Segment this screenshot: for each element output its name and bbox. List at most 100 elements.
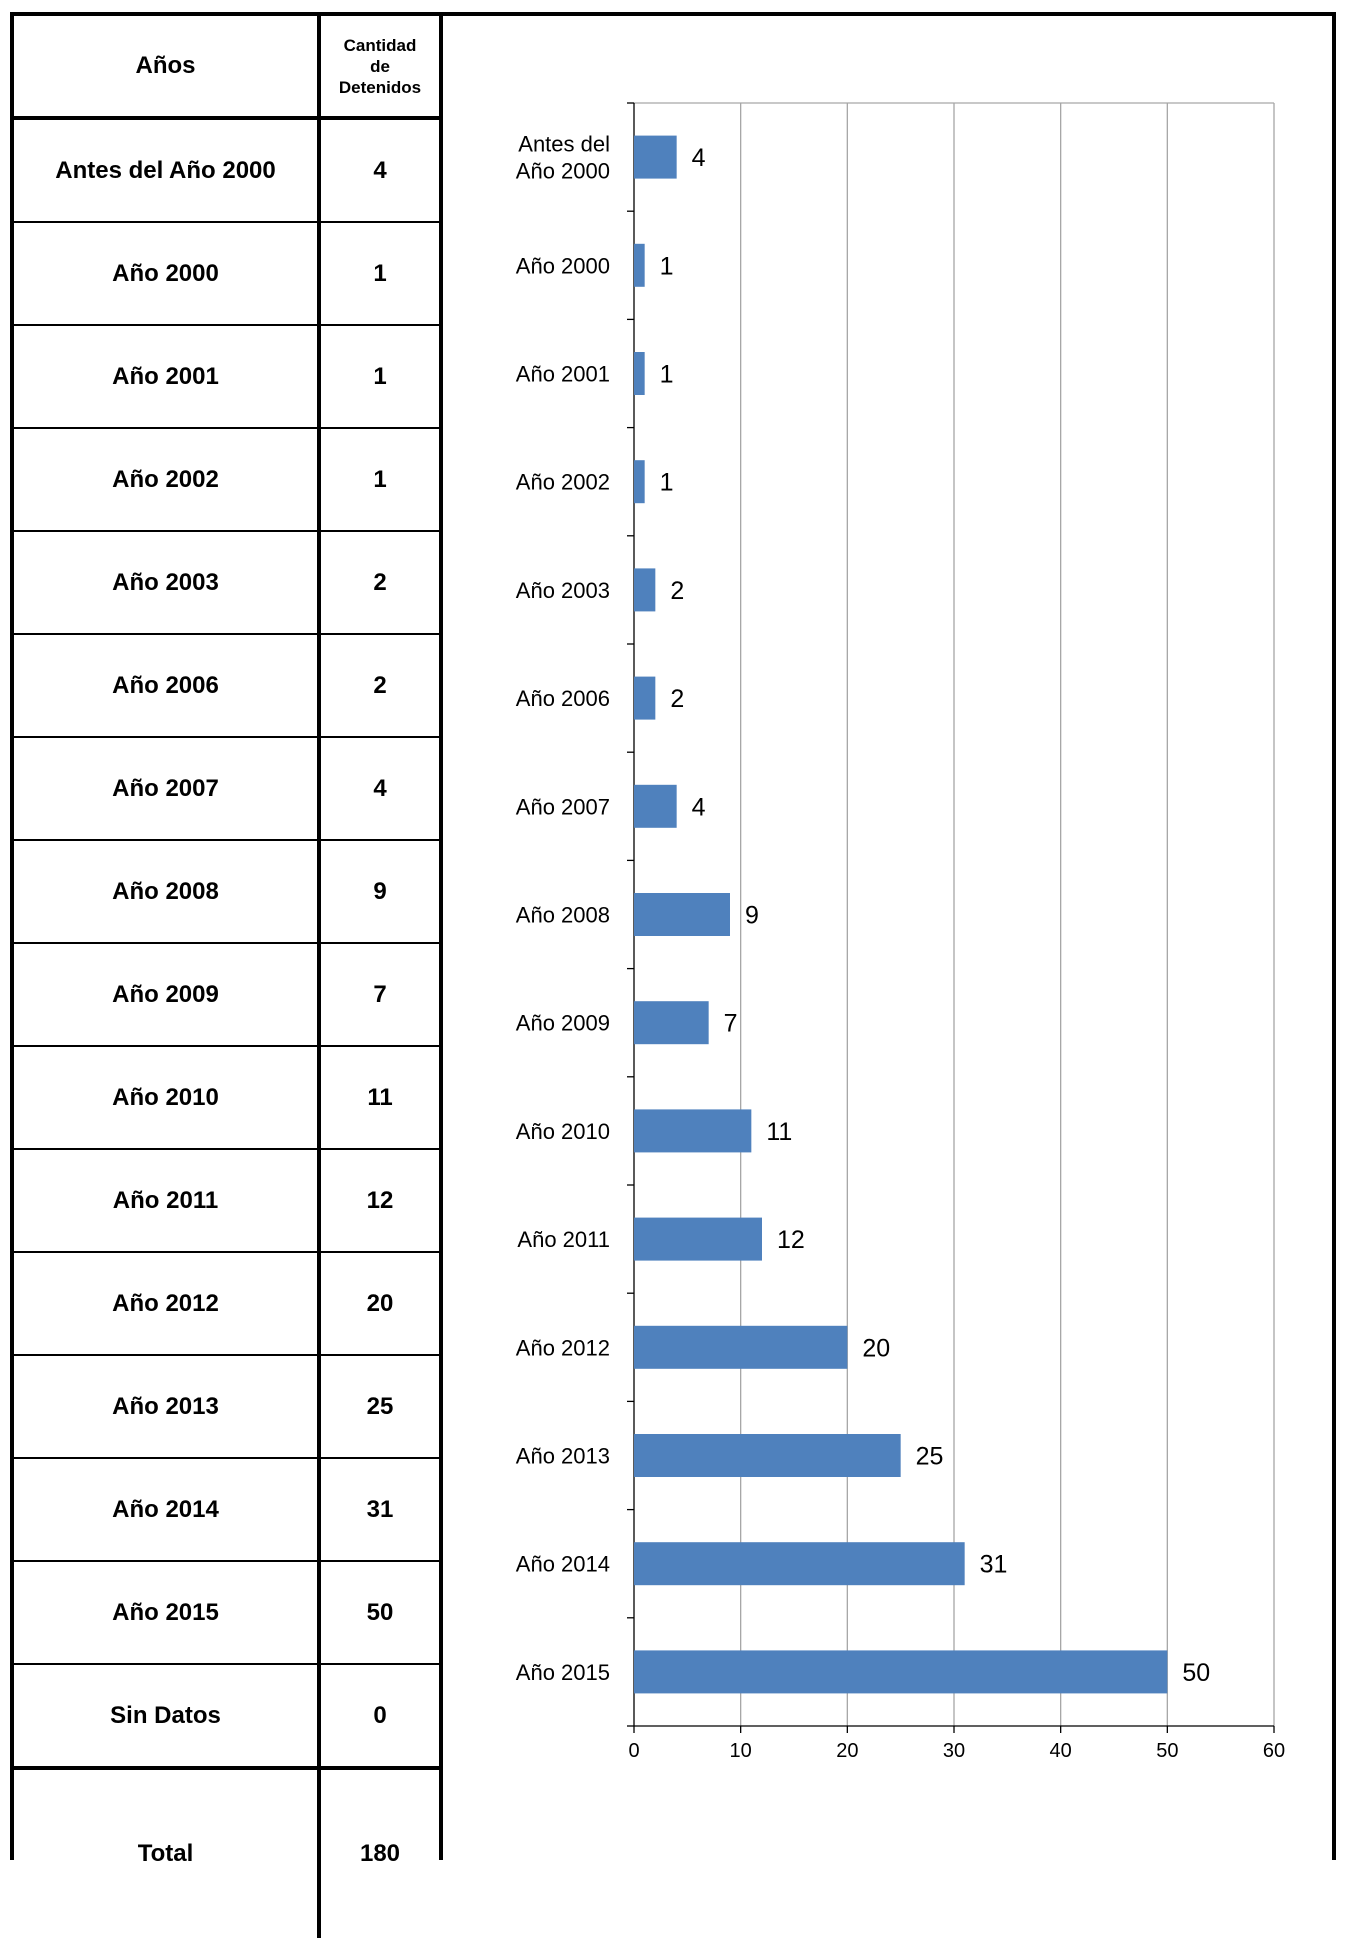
count-cell: 9 [319,840,439,944]
bar [634,1325,848,1369]
year-cell: Año 2000 [14,222,321,326]
table-header-row: Años Cantidad de Detenidos [14,16,439,120]
year-cell: Antes del Año 2000 [14,118,321,223]
year-cell: Año 2007 [14,737,321,841]
category-label: Año 2002 [516,470,610,495]
bar [634,1434,901,1477]
count-cell: 7 [319,943,439,1047]
category-label: Año 2000 [516,253,610,278]
count-cell: 20 [319,1252,439,1356]
table-row: Año 2006 2 [14,634,439,738]
detainees-table-panel: Años Cantidad de Detenidos Antes del Año… [10,12,443,1938]
category-label: Año 2007 [516,794,610,819]
header-years: Años [14,16,321,120]
year-cell: Año 2009 [14,943,321,1047]
bar [634,1650,1168,1694]
bar [634,676,656,720]
x-tick-label: 30 [943,1740,965,1762]
table-row: Año 2010 11 [14,1046,439,1150]
data-label: 25 [916,1443,944,1471]
total-value: 180 [319,1766,439,1938]
table-row: Antes del Año 2000 4 [14,118,439,223]
category-label: Año 2008 [516,903,610,928]
year-cell: Sin Datos [14,1664,321,1769]
bar [634,568,656,612]
year-cell: Año 2013 [14,1355,321,1459]
table-row: Año 2008 9 [14,840,439,944]
table-row: Sin Datos 0 [14,1664,439,1769]
data-label: 4 [692,144,706,172]
category-label: Año 2012 [516,1335,610,1360]
bar [634,135,677,179]
count-cell: 31 [319,1458,439,1562]
category-label: Año 2001 [516,362,610,387]
table-row: Año 2000 1 [14,222,439,326]
count-cell: 12 [319,1149,439,1253]
table-row: Año 2007 4 [14,737,439,841]
page-frame: Años Cantidad de Detenidos Antes del Año… [10,12,1336,1938]
x-tick-label: 0 [628,1740,639,1762]
data-label: 1 [660,469,674,497]
bar [634,893,730,936]
table-row: Año 2009 7 [14,943,439,1047]
data-label: 2 [670,577,684,605]
total-label: Total [14,1766,321,1938]
year-cell: Año 2008 [14,840,321,944]
data-label: 1 [660,361,674,389]
x-tick-label: 10 [730,1740,752,1762]
data-label: 50 [1182,1659,1210,1687]
table-row: Año 2003 2 [14,531,439,635]
data-label: 7 [724,1010,738,1038]
data-label: 11 [766,1118,792,1146]
data-label: 20 [862,1334,890,1362]
x-tick-label: 60 [1263,1740,1285,1762]
count-cell: 2 [319,634,439,738]
category-label: Año 2014 [516,1552,610,1577]
data-label: 12 [777,1226,805,1254]
table-row: Año 2001 1 [14,325,439,429]
data-label: 1 [660,252,674,280]
count-cell: 1 [319,428,439,532]
table-row: Año 2013 25 [14,1355,439,1459]
data-label: 4 [692,793,706,821]
count-cell: 4 [319,118,439,223]
count-cell: 2 [319,531,439,635]
header-count: Cantidad de Detenidos [319,16,439,120]
count-cell: 50 [319,1561,439,1665]
data-label: 2 [670,685,684,713]
table-row: Año 2011 12 [14,1149,439,1253]
year-cell: Año 2010 [14,1046,321,1150]
count-cell: 11 [319,1046,439,1150]
bar [634,1001,709,1045]
bar [634,243,645,287]
year-cell: Año 2001 [14,325,321,429]
bar [634,1217,762,1261]
table-row: Año 2014 31 [14,1458,439,1562]
bar [634,460,645,504]
x-tick-label: 50 [1156,1740,1178,1762]
category-label: Año 2000 [516,159,610,184]
table-row: Año 2012 20 [14,1252,439,1356]
year-cell: Año 2014 [14,1458,321,1562]
bar [634,1542,965,1586]
table-row: Año 2015 50 [14,1561,439,1665]
count-cell: 4 [319,737,439,841]
data-label: 9 [745,902,759,930]
category-label: Antes del [518,132,610,157]
total-row: Total 180 [14,1766,439,1938]
x-tick-label: 20 [836,1740,858,1762]
year-cell: Año 2015 [14,1561,321,1665]
bar [634,784,677,828]
category-label: Año 2011 [517,1227,610,1252]
count-cell: 1 [319,222,439,326]
header-count-line3: Detenidos [338,77,422,97]
year-cell: Año 2006 [14,634,321,738]
category-label: Año 2003 [516,578,610,603]
data-label: 31 [980,1551,1008,1579]
category-label: Año 2006 [516,686,610,711]
year-cell: Año 2002 [14,428,321,532]
category-label: Año 2013 [516,1444,610,1469]
year-cell: Año 2012 [14,1252,321,1356]
year-cell: Año 2003 [14,531,321,635]
